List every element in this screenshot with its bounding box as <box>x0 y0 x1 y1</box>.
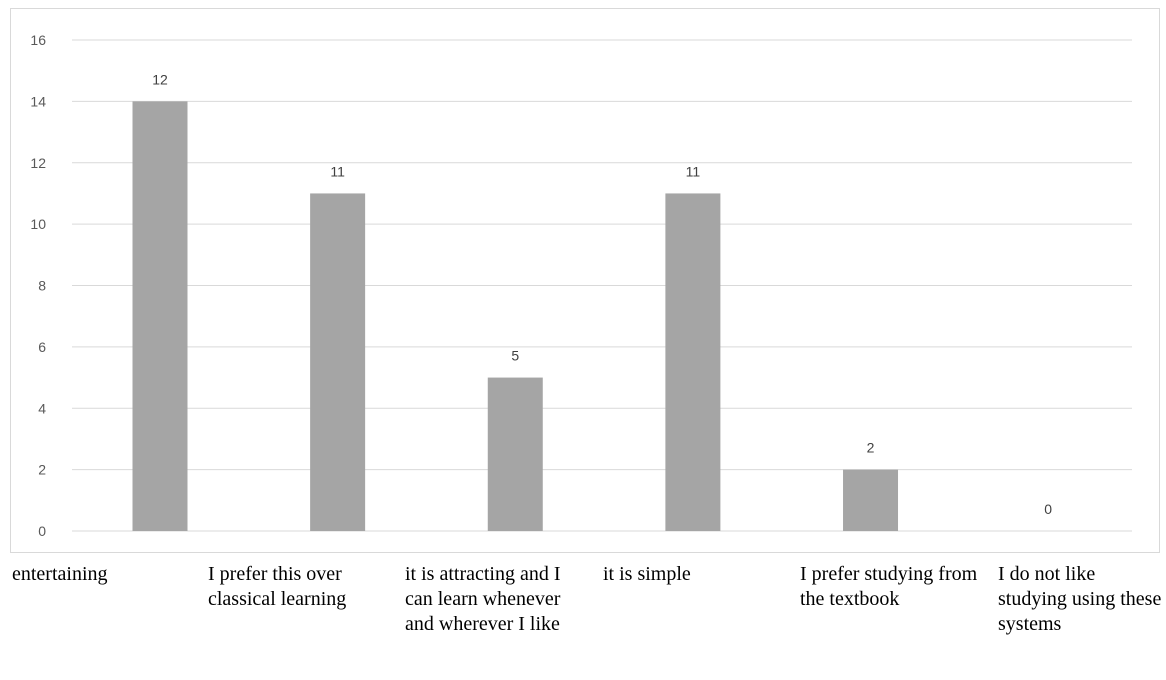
bar-4 <box>843 469 899 531</box>
category-label-entertaining: entertaining <box>12 563 108 585</box>
data-label-2: 5 <box>511 348 519 364</box>
y-tick-label: 16 <box>30 32 46 48</box>
y-tick-label: 2 <box>38 462 46 478</box>
category-label-prefer-textbook: I prefer studying from the textbook <box>800 563 978 610</box>
bar-1 <box>310 193 366 531</box>
y-tick-label: 8 <box>38 278 46 294</box>
y-tick-label: 10 <box>30 216 46 232</box>
data-label-4: 2 <box>867 440 875 456</box>
data-label-3: 11 <box>686 163 701 179</box>
category-label-do-not-like: I do not like studying using these syste… <box>998 563 1162 635</box>
category-label-simple: it is simple <box>603 563 691 585</box>
y-tick-label: 0 <box>38 523 46 539</box>
data-label-1: 11 <box>330 163 345 179</box>
bar-3 <box>665 193 721 531</box>
data-label-0: 12 <box>152 71 168 87</box>
bar-0 <box>132 101 188 531</box>
chart-area <box>10 8 1160 553</box>
bar-chart: 0 2 4 6 8 10 12 14 16 12 11 5 11 2 0 <box>30 32 1132 539</box>
y-tick-label: 12 <box>30 155 46 171</box>
y-tick-label: 14 <box>30 93 46 109</box>
y-tick-label: 6 <box>38 339 46 355</box>
category-label-prefer-this: I prefer this over classical learning <box>208 563 347 610</box>
bar-2 <box>487 377 543 531</box>
category-label-attracting: it is attracting and I can learn wheneve… <box>405 563 561 635</box>
y-tick-label: 4 <box>38 400 46 416</box>
data-label-5: 0 <box>1044 501 1052 517</box>
